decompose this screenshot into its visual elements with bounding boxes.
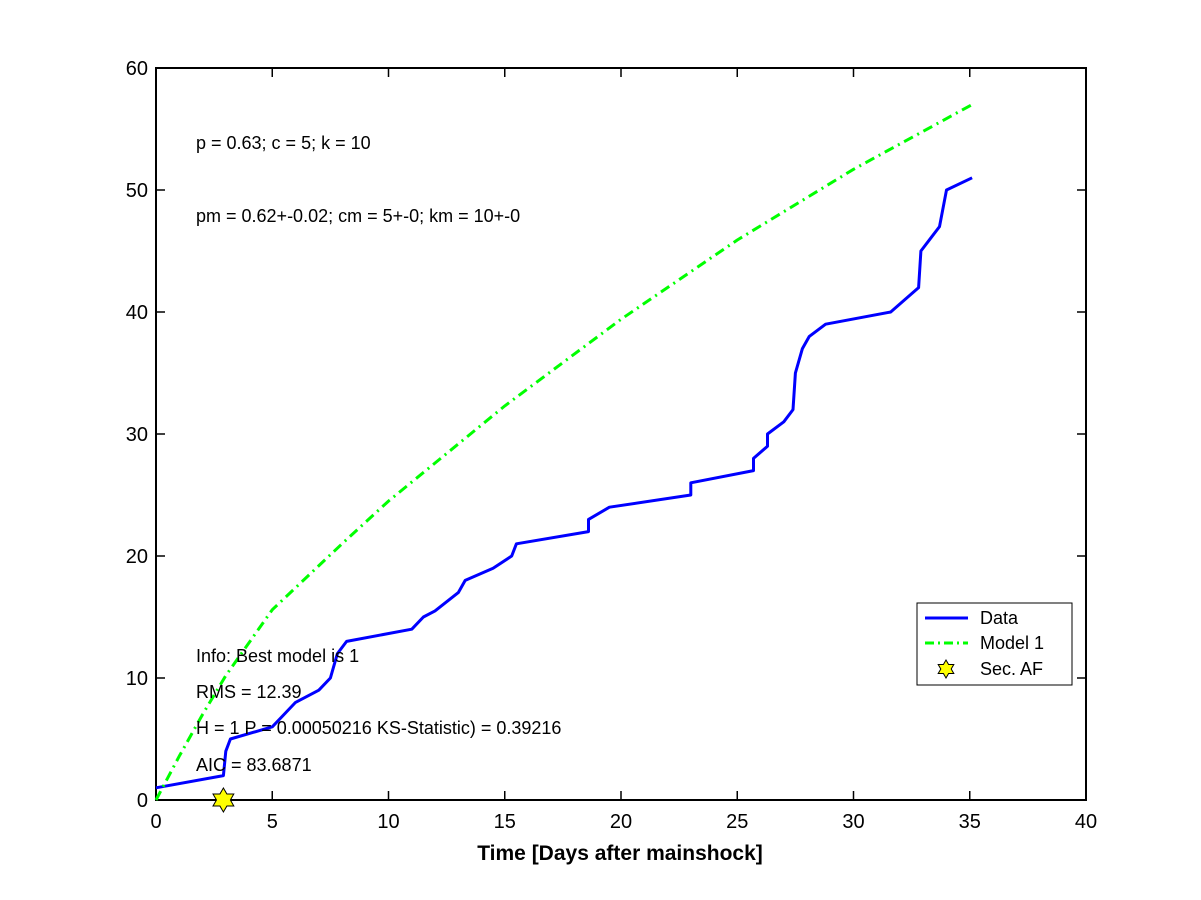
series-sec-af-marker-star-icon xyxy=(212,787,235,813)
x-tick-label: 35 xyxy=(959,811,981,833)
annotation-params: p = 0.63; c = 5; k = 10 xyxy=(196,133,371,153)
y-tick-label: 40 xyxy=(126,302,148,324)
legend-label-data: Data xyxy=(980,608,1019,628)
legend-swatch-star-icon xyxy=(937,659,955,679)
x-tick-label: 40 xyxy=(1075,811,1097,833)
annotation-fitted-params: pm = 0.62+-0.02; cm = 5+-0; km = 10+-0 xyxy=(196,206,520,226)
x-axis-title: Time [Days after mainshock] xyxy=(477,842,763,865)
legend-label-sec-af: Sec. AF xyxy=(980,659,1043,679)
annotation-rms: RMS = 12.39 xyxy=(196,682,302,702)
x-tick-label: 20 xyxy=(610,811,632,833)
x-tick-label: 30 xyxy=(842,811,864,833)
y-tick-label: 0 xyxy=(137,790,148,812)
y-tick-label: 30 xyxy=(126,424,148,446)
y-tick-label: 50 xyxy=(126,180,148,202)
x-tick-label: 5 xyxy=(267,811,278,833)
x-tick-label: 0 xyxy=(150,811,161,833)
legend: Data Model 1 Sec. AF xyxy=(916,602,1073,686)
series-data-line xyxy=(155,176,973,790)
axis-ticks xyxy=(155,67,1087,801)
series-layer xyxy=(154,103,973,813)
y-tick-label: 60 xyxy=(126,58,148,80)
y-tick-label: 20 xyxy=(126,546,148,568)
y-tick-label: 10 xyxy=(126,668,148,690)
tick-labels: 0 5 10 15 20 25 30 35 40 0 10 20 30 40 50 60 xyxy=(126,58,1097,833)
legend-label-model: Model 1 xyxy=(980,633,1044,653)
annotation-aic: AIC = 83.6871 xyxy=(196,755,312,775)
x-tick-label: 25 xyxy=(726,811,748,833)
annotation-best-model: Info: Best model is 1 xyxy=(196,646,359,666)
annotation-ks-test: H = 1 P = 0.00050216 KS-Statistic) = 0.3… xyxy=(196,718,561,738)
x-tick-label: 10 xyxy=(377,811,399,833)
series-model-1-line xyxy=(154,103,973,801)
x-tick-label: 15 xyxy=(494,811,516,833)
